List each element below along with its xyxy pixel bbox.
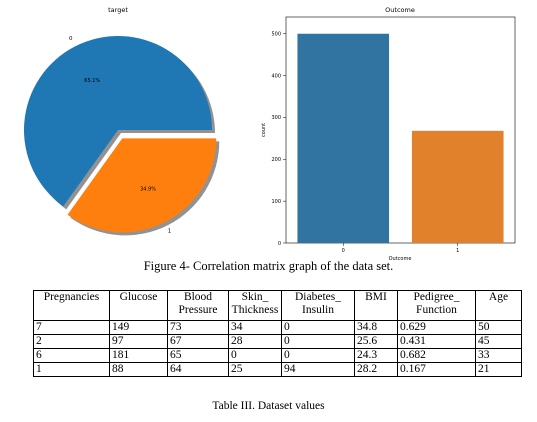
table-cell: 149 (109, 320, 168, 335)
table-cell: 45 (475, 334, 522, 349)
bar-ylabel: count (261, 123, 267, 137)
dataset-table: Pregnancies Glucose Blood Pressure Skin_ Thic… (33, 290, 522, 377)
table-cell: 0 (281, 334, 355, 349)
table-cell: 94 (281, 362, 355, 377)
column-header-text: Blood (183, 291, 213, 303)
table-cell: 88 (109, 362, 168, 377)
table-cell: 0.167 (397, 362, 476, 377)
table-cell: 7 (33, 320, 110, 335)
table-cell: 34.8 (354, 320, 398, 335)
pie-category-label: 0 (69, 36, 73, 42)
column-header: Blood Pressure (167, 290, 229, 321)
bar-xlabel: Outcome (389, 256, 412, 262)
pie-slice-1 (67, 138, 217, 233)
table-cell: 28.2 (354, 362, 398, 377)
bar-plot-frame (285, 16, 516, 244)
column-header-text: Pregnancies (43, 291, 100, 303)
table-cell: 0 (228, 348, 282, 363)
column-header-text: Thickness (231, 304, 279, 316)
bar-ytick-label: 500 (271, 32, 281, 38)
table-cell: 50 (475, 320, 522, 335)
pie-category-label: 1 (168, 228, 172, 234)
table-cell: 65 (167, 348, 229, 363)
table-cell: 2 (33, 334, 110, 349)
column-header-text: Diabetes_ (295, 291, 341, 303)
column-header-text: Pressure (178, 304, 218, 316)
pie-value-label: 65.1% (84, 78, 100, 84)
column-header-text: Pedigree_ (413, 291, 460, 303)
table-cell: 67 (167, 334, 229, 349)
column-header: Skin_ Thickness (228, 290, 282, 321)
pie-chart: target 65.1% 0 34.9% 1 (23, 6, 220, 236)
column-header-text: Skin_ (241, 291, 269, 303)
table-row: 7 149 73 34 0 34.8 0.629 50 (33, 320, 522, 335)
column-header-text: Age (488, 291, 509, 303)
table-cell: 25.6 (354, 334, 398, 349)
bar-xtick-label: 1 (456, 248, 459, 254)
bar-1 (411, 130, 504, 243)
pie-title: target (108, 6, 128, 14)
bar-0 (297, 33, 390, 244)
table-row: 6 181 65 0 0 24.3 0.682 33 (33, 348, 522, 363)
table-cell: 0 (281, 320, 355, 335)
table-cell: 0 (281, 348, 355, 363)
bar-title: Outcome (385, 6, 415, 14)
column-header-text: BMI (365, 291, 387, 303)
table-cell: 28 (228, 334, 282, 349)
bar-ytick-label: 100 (271, 199, 281, 205)
column-header: BMI (354, 290, 398, 321)
column-header: Glucose (109, 290, 168, 321)
table-cell: 73 (167, 320, 229, 335)
table-caption: Table III. Dataset values (212, 400, 325, 412)
table-cell: 25 (228, 362, 282, 377)
column-header-text: Insulin (302, 304, 334, 316)
table-cell: 1 (33, 362, 110, 377)
bar-xtick-label: 0 (342, 248, 345, 254)
column-header-text: Function (416, 304, 457, 316)
table-row: 2 97 67 28 0 25.6 0.431 45 (33, 334, 522, 349)
table-header-row: Pregnancies Glucose Blood Pressure Skin_ Thic… (33, 290, 522, 321)
table-row: 1 88 64 25 94 28.2 0.167 21 (33, 362, 522, 377)
bar-ytick-label: 200 (271, 157, 281, 163)
column-header: Pregnancies (33, 290, 110, 321)
table-cell: 181 (109, 348, 168, 363)
table-cell: 64 (167, 362, 229, 377)
table-cell: 0.629 (397, 320, 476, 335)
pie-value-label: 34.9% (140, 187, 156, 193)
bar-ytick-label: 300 (271, 115, 281, 121)
table-cell: 34 (228, 320, 282, 335)
table-cell: 6 (33, 348, 110, 363)
pie-slice-0 (23, 35, 212, 207)
column-header: Pedigree_ Function (397, 290, 476, 321)
column-header-text: Glucose (119, 291, 158, 303)
table-cell: 21 (475, 362, 522, 377)
table-cell: 24.3 (354, 348, 398, 363)
bar-ytick-label: 400 (271, 73, 281, 79)
table-cell: 33 (475, 348, 522, 363)
bar-chart: Outcome 0 100 200 300 400 500 0 1 count Outcom… (261, 6, 516, 262)
column-header: Age (475, 290, 522, 321)
column-header: Diabetes_ Insulin (281, 290, 355, 321)
table-cell: 0.682 (397, 348, 476, 363)
table-cell: 97 (109, 334, 168, 349)
bar-ytick-label: 0 (278, 241, 281, 247)
figure-caption: Figure 4- Correlation matrix graph of th… (143, 259, 394, 273)
table-cell: 0.431 (397, 334, 476, 349)
